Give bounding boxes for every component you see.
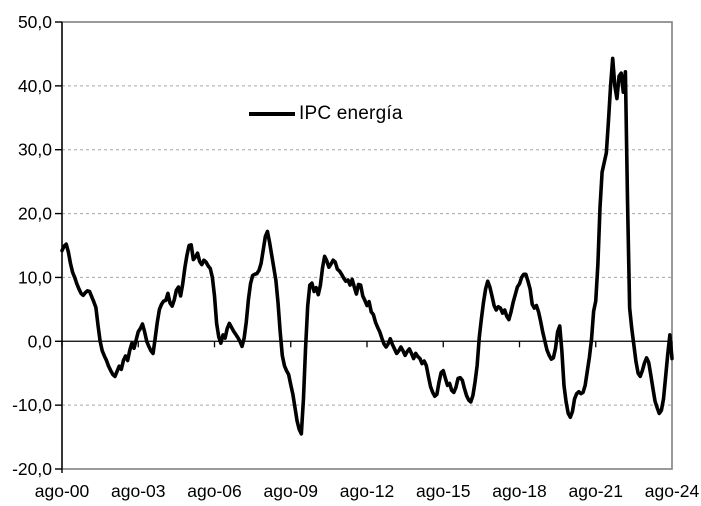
svg-text:ago-03: ago-03 xyxy=(111,481,166,501)
legend-line-sample xyxy=(249,112,295,116)
svg-text:50,0: 50,0 xyxy=(18,12,52,32)
svg-text:ago-24: ago-24 xyxy=(645,481,700,501)
svg-text:20,0: 20,0 xyxy=(18,204,52,224)
svg-text:-20,0: -20,0 xyxy=(12,459,52,479)
svg-text:0,0: 0,0 xyxy=(28,331,53,351)
svg-text:10,0: 10,0 xyxy=(18,267,52,287)
svg-text:ago-21: ago-21 xyxy=(569,481,624,501)
legend: IPC energía xyxy=(249,101,403,127)
legend-label: IPC energía xyxy=(299,103,403,124)
svg-text:ago-15: ago-15 xyxy=(416,481,471,501)
svg-text:ago-09: ago-09 xyxy=(264,481,319,501)
svg-text:30,0: 30,0 xyxy=(18,140,52,160)
svg-text:ago-06: ago-06 xyxy=(187,481,242,501)
svg-text:ago-00: ago-00 xyxy=(35,481,90,501)
svg-text:ago-12: ago-12 xyxy=(340,481,395,501)
svg-text:-10,0: -10,0 xyxy=(12,395,52,415)
svg-text:ago-18: ago-18 xyxy=(492,481,547,501)
svg-text:40,0: 40,0 xyxy=(18,76,52,96)
